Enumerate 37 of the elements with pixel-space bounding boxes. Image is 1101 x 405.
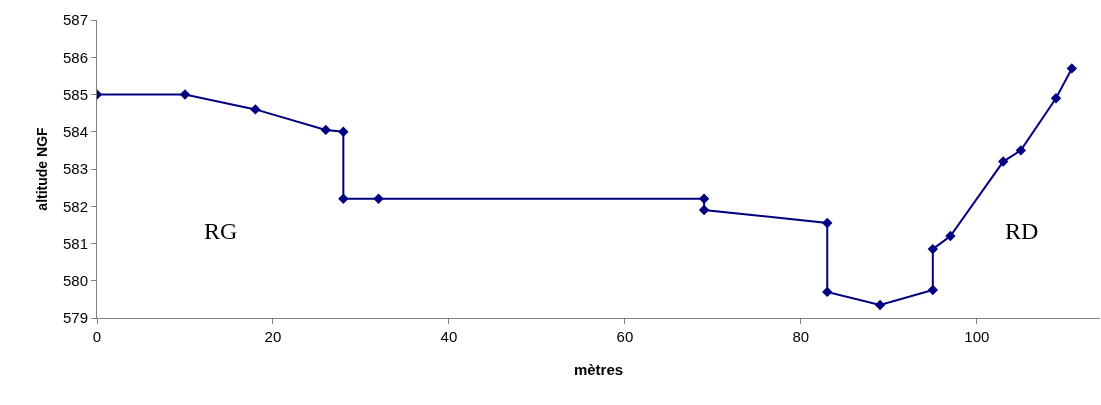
point [1050,93,1062,104]
annotation: RG [204,218,238,244]
x-tick-label: 80 [792,328,810,345]
x-tick-label: 0 [92,328,102,345]
point [1066,63,1078,74]
y-tick-label: 581 [62,234,88,252]
x-tick-label: 100 [964,328,990,345]
point [320,124,331,136]
y-tick-label: 584 [62,123,88,140]
point [822,286,833,298]
point [698,204,710,216]
point [338,193,349,204]
point [179,89,191,100]
y-tick-label: 580 [62,272,88,289]
annotation: RD [1005,218,1039,244]
point [998,156,1009,167]
y-tick-label: 582 [62,197,88,215]
y-tick-label: 583 [62,160,88,178]
x-tick-label: 40 [440,328,458,345]
y-tick-label: 585 [62,85,88,103]
y-tick-label: 586 [62,48,88,66]
x-tick-label: 20 [264,328,282,345]
point [373,193,384,204]
point [927,284,939,296]
point [927,243,939,255]
y-tick-label: 587 [62,11,88,29]
point [338,126,349,137]
point [874,299,886,311]
y-tick-label: 579 [62,309,88,327]
point [822,217,833,229]
x-tick-label: 60 [616,328,634,345]
point [945,230,956,242]
point [250,104,261,115]
point [698,193,710,204]
point [1015,145,1027,156]
x-axis-title: mètres [573,361,624,378]
y-axis-title: altitude NGF [33,126,50,211]
